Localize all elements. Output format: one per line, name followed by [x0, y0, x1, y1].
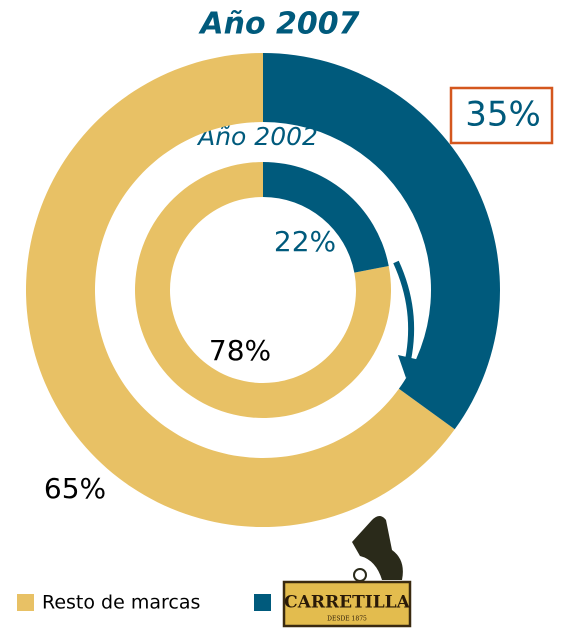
ring-slice [263, 162, 389, 273]
value-label: 78% [209, 334, 271, 367]
logo: CARRETILLA DESDE 1875 [282, 516, 412, 628]
logo-figure [352, 516, 403, 580]
value-label: 65% [44, 472, 106, 505]
arrow-head [398, 355, 420, 378]
logo-text: CARRETILLA [284, 593, 410, 613]
legend: Resto de marcas CARRETILLA DESDE 1875 [17, 516, 412, 628]
highlight-box [449, 86, 554, 145]
legend-swatch [17, 594, 34, 611]
logo-plate [282, 580, 412, 628]
legend-swatch [254, 594, 271, 611]
arrow [393, 260, 415, 361]
logo-wheel [353, 568, 367, 582]
legend-label: Resto de marcas [42, 592, 200, 614]
ring-slice [25, 53, 455, 528]
value-label: 22% [274, 225, 336, 258]
outer-title: Año 2007 [198, 7, 359, 42]
ring-slice [263, 52, 500, 430]
logo-tagline: DESDE 1875 [327, 616, 367, 623]
value-label: 35% [465, 95, 541, 135]
